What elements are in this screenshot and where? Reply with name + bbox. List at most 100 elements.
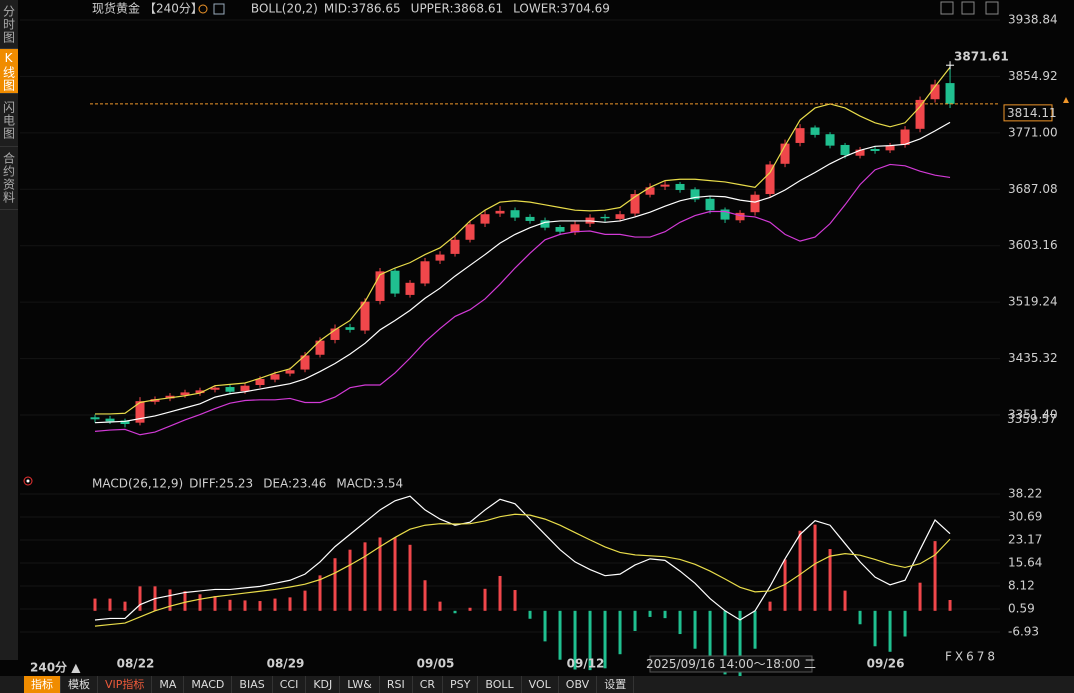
macd-bar xyxy=(723,610,727,675)
toolbar-tab[interactable]: CR xyxy=(413,676,444,693)
candle-body xyxy=(705,198,715,211)
macd-bar xyxy=(453,610,457,614)
macd-bar xyxy=(423,580,427,611)
macd-bar xyxy=(303,590,307,611)
candle-body xyxy=(780,143,790,164)
candle-body xyxy=(105,418,115,422)
candle-body xyxy=(270,374,280,380)
settings-icon[interactable] xyxy=(23,476,33,486)
toolbar-tab[interactable]: VIP指标 xyxy=(98,676,153,693)
y-tick-label: 23.17 xyxy=(1008,532,1042,546)
macd-bar xyxy=(438,601,442,611)
candle-body xyxy=(150,399,160,402)
x-tick-label: 08/22 xyxy=(117,657,155,671)
y-tick-label: 15.64 xyxy=(1008,556,1042,570)
legend-text: DEA:23.46 xyxy=(263,477,326,491)
macd-bar xyxy=(378,537,382,611)
candle-body xyxy=(420,261,430,284)
candle-body xyxy=(255,378,265,386)
y-tick-label: 3603.16 xyxy=(1008,238,1058,252)
toolbar-tab[interactable]: MACD xyxy=(184,676,233,693)
candle-body xyxy=(330,328,340,340)
candle-body xyxy=(720,209,730,220)
macd-bar xyxy=(618,610,622,655)
candle-body xyxy=(690,189,700,200)
candle-body xyxy=(465,224,475,240)
macd-bar xyxy=(753,610,757,649)
sidebar-tab[interactable]: K线图 xyxy=(0,49,18,94)
candle-body xyxy=(300,355,310,370)
toolbar-tab[interactable]: LW& xyxy=(340,676,380,693)
legend-text: 【240分】 xyxy=(144,2,203,16)
legend-text: LOWER:3704.69 xyxy=(513,2,610,16)
candle-body xyxy=(375,271,385,301)
legend-text: BOLL(20,2) xyxy=(251,2,318,16)
sidebar-tab[interactable]: 合约资料 xyxy=(0,147,18,210)
candle-body xyxy=(615,214,625,219)
period-button: 240分 ▲ xyxy=(30,660,81,675)
x-tick-label: 09/26 xyxy=(867,657,905,671)
macd-bar xyxy=(798,530,802,611)
macd-bar xyxy=(948,599,952,611)
toolbar-tab[interactable]: BOLL xyxy=(478,676,522,693)
toolbar: 指标 模板 VIP指标 MA MACD BIAS CCI KDJ LW& RSI CR PSY BOLL… xyxy=(0,676,1074,693)
candle-body xyxy=(120,420,130,425)
legend-text: UPPER:3868.61 xyxy=(411,2,503,16)
y-tick-label: 30.69 xyxy=(1008,510,1042,524)
candle-body xyxy=(825,134,835,146)
y-tick-label: 3519.24 xyxy=(1008,295,1058,309)
candle-body xyxy=(180,392,190,396)
crosshair-box xyxy=(649,655,813,673)
toolbar-tab[interactable]: MA xyxy=(152,676,185,693)
y-tick-label: 3687.08 xyxy=(1008,182,1058,196)
candle-body xyxy=(540,220,550,228)
toolbar-tab[interactable]: PSY xyxy=(443,676,479,693)
candle-body xyxy=(855,149,865,156)
indicator-icon[interactable] xyxy=(213,3,225,15)
macd-bar xyxy=(213,596,217,611)
candle-body xyxy=(405,282,415,295)
macd-bar xyxy=(693,610,697,649)
candle-body xyxy=(840,144,850,156)
candle-body xyxy=(735,212,745,221)
candle-body xyxy=(510,210,520,218)
last-price-label: 3814.11 xyxy=(1007,106,1057,120)
legend-text: MID:3786.65 xyxy=(324,2,401,16)
macd-bar xyxy=(393,537,397,611)
candle-body xyxy=(195,390,205,394)
macd-bar xyxy=(408,544,412,611)
toolbar-tab[interactable]: OBV xyxy=(559,676,598,693)
macd-bar xyxy=(348,549,352,611)
macd-bar xyxy=(183,591,187,611)
x-tick-label: 09/05 xyxy=(417,657,455,671)
y-tick-label: 8.12 xyxy=(1008,578,1035,592)
boll-line xyxy=(94,121,951,424)
macd-bar xyxy=(333,558,337,611)
macd-bar xyxy=(543,610,547,642)
sidebar-tab[interactable]: 闪电图 xyxy=(0,94,18,147)
macd-bar xyxy=(873,610,877,647)
toolbar-tab[interactable]: RSI xyxy=(380,676,413,693)
toolbar-tab[interactable]: VOL xyxy=(522,676,559,693)
toolbar-tab[interactable]: 指标 xyxy=(24,676,61,693)
candle-body xyxy=(765,164,775,195)
toolbar-tab[interactable]: BIAS xyxy=(232,676,273,693)
sidebar-tab[interactable]: 分时图 xyxy=(0,0,18,49)
macd-line xyxy=(94,513,951,627)
macd-bar xyxy=(603,610,607,669)
crosshair-label: 2025/09/16 14:00～18:00 二 xyxy=(646,657,816,671)
candle-body xyxy=(435,254,445,261)
toolbar-tab[interactable]: KDJ xyxy=(306,676,341,693)
macd-bar xyxy=(813,524,817,611)
toolbar-tab[interactable]: 设置 xyxy=(597,676,635,693)
macd-bar xyxy=(318,575,322,611)
macd-bar xyxy=(363,542,367,611)
price-arrow xyxy=(1063,97,1069,103)
candle-body xyxy=(945,83,955,104)
macd-bar xyxy=(828,549,832,611)
add-icon[interactable] xyxy=(198,4,208,14)
toolbar-tab[interactable]: CCI xyxy=(273,676,307,693)
toolbar-tab[interactable]: 模板 xyxy=(61,676,98,693)
